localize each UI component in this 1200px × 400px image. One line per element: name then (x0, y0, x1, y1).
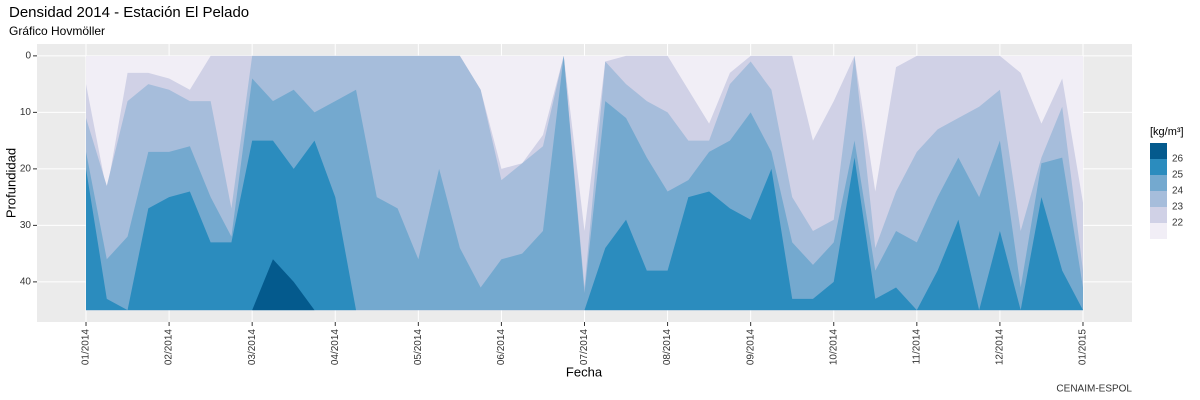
x-tick-label: 02/2014 (164, 329, 175, 366)
y-tick-label: 0 (25, 51, 31, 62)
legend-swatch (1150, 207, 1167, 223)
x-tick-label: 11/2014 (911, 329, 922, 365)
legend-swatch (1150, 223, 1167, 239)
x-tick-label: 12/2014 (995, 329, 1006, 366)
legend-label: 23 (1172, 202, 1184, 213)
x-tick-label: 01/2015 (1078, 329, 1089, 366)
y-axis-title: Profundidad (3, 148, 18, 218)
x-tick-label: 03/2014 (247, 329, 258, 366)
x-tick-label: 08/2014 (662, 329, 673, 366)
x-tick-label: 06/2014 (496, 329, 507, 366)
x-tick-label: 07/2014 (579, 329, 590, 366)
axes: 0 10 20 30 40 01/2014 02/2014 03/2014 04/2014 05/… (20, 51, 1089, 366)
legend: [kg/m³] 22 23 24 25 26 (1150, 126, 1184, 239)
legend-title: [kg/m³] (1150, 126, 1184, 138)
legend-swatch (1150, 143, 1167, 159)
contour-band (86, 140, 1083, 311)
x-tick-label: 05/2014 (413, 329, 424, 366)
contour-band (86, 259, 1083, 311)
chart-subtitle: Gráfico Hovmöller (9, 24, 105, 38)
legend-label: 26 (1172, 154, 1184, 165)
x-tick-label: 09/2014 (745, 329, 756, 366)
legend-swatch (1150, 191, 1167, 207)
y-tick-label: 20 (20, 164, 32, 175)
x-tick-label: 01/2014 (81, 329, 92, 366)
x-tick-label: 04/2014 (330, 329, 341, 366)
legend-label: 24 (1172, 186, 1184, 197)
x-axis-title: Fecha (566, 364, 603, 379)
y-tick-label: 30 (20, 220, 32, 231)
contour-areas (86, 55, 1083, 311)
legend-swatch (1150, 175, 1167, 191)
y-tick-label: 10 (20, 107, 32, 118)
y-tick-label: 40 (20, 277, 32, 288)
caption: CENAIM-ESPOL (1056, 384, 1132, 395)
x-tick-label: 10/2014 (828, 329, 839, 366)
chart-title: Densidad 2014 - Estación El Pelado (9, 4, 249, 21)
legend-swatch (1150, 159, 1167, 175)
legend-label: 25 (1172, 170, 1184, 181)
legend-label: 22 (1172, 218, 1184, 229)
